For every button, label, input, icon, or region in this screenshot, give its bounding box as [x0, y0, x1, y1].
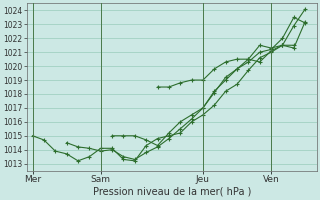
X-axis label: Pression niveau de la mer( hPa ): Pression niveau de la mer( hPa ) [92, 187, 251, 197]
